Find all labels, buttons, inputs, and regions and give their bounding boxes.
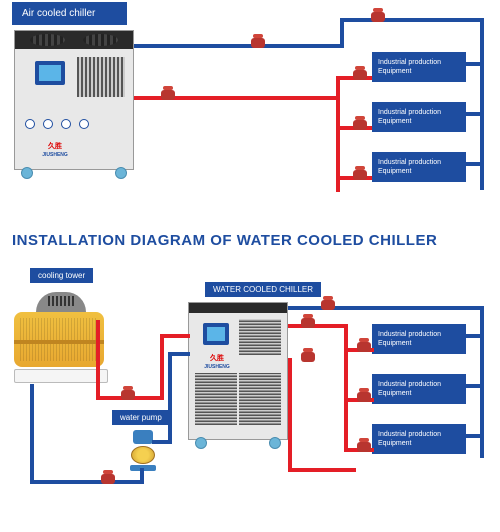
tower-label: cooling tower: [30, 268, 93, 283]
rp-low-h: [288, 468, 356, 472]
bp-ret-b3: [466, 434, 484, 438]
pipe-blue-b2: [466, 112, 484, 116]
rp-low-v: [288, 358, 292, 472]
chiller-vent: [77, 57, 125, 97]
v-b2: [120, 386, 136, 400]
wc-logo: 久胜 JIUSHENG: [197, 353, 237, 370]
installation-title: INSTALLATION DIAGRAM OF WATER COOLED CHI…: [12, 232, 437, 249]
valve-red-3: [352, 166, 368, 180]
valve-red-main: [160, 86, 176, 100]
wc-wheel-1: [195, 437, 207, 449]
wc-chiller-label-text: WATER COOLED CHILLER: [213, 285, 313, 294]
pipe-blue-v1: [340, 18, 344, 48]
chiller-screen: [35, 61, 65, 85]
equip-1-l1: Industrial production: [378, 59, 441, 66]
wc-screen: [203, 323, 229, 345]
v-b6: [356, 388, 372, 402]
air-cooled-chiller: 久胜 JIUSHENG: [14, 30, 134, 170]
pipe-blue-b1: [466, 62, 484, 66]
pipe-blue-b3: [466, 162, 484, 166]
logo-cn: 久胜: [48, 143, 62, 150]
valve-red-1: [352, 66, 368, 80]
cooling-tower: [14, 292, 108, 383]
wc-e3-l2: Equipment: [378, 440, 411, 447]
equip-3-l1: Industrial production: [378, 159, 441, 166]
valve-blue-main: [250, 34, 266, 48]
air-chiller-label-text: Air cooled chiller: [22, 8, 95, 19]
air-chiller-label: Air cooled chiller: [12, 2, 127, 25]
equip-3-l2: Equipment: [378, 168, 411, 175]
rp-tower-up: [96, 320, 100, 400]
v-b8: [320, 296, 336, 310]
equip-2-l2: Equipment: [378, 118, 411, 125]
v-b5: [356, 338, 372, 352]
v-b3: [300, 314, 316, 328]
wheel-1: [21, 167, 33, 179]
water-cooled-section: cooling tower WATER COOLED CHILLER water…: [0, 262, 500, 532]
pump-label-text: water pump: [120, 413, 162, 422]
wc-top: [189, 303, 287, 313]
tower-label-text: cooling tower: [38, 271, 85, 280]
pump-head: [133, 430, 153, 444]
tower-base: [14, 369, 108, 383]
tower-fan: [36, 292, 86, 312]
water-pump: [130, 430, 156, 470]
wc-equip-1: Industrial production Equipment: [372, 324, 466, 354]
tower-body: [14, 312, 104, 367]
wc-equip-3: Industrial production Equipment: [372, 424, 466, 454]
chiller-top-fan: [15, 31, 133, 49]
rp-down: [160, 334, 164, 400]
wc-vent-tr: [239, 319, 281, 355]
wc-e2-l1: Industrial production: [378, 381, 441, 388]
wc-e3-l1: Industrial production: [378, 431, 441, 438]
v-b1: [100, 470, 116, 484]
air-cooled-section: Air cooled chiller 久胜 JIUSHENG Industria…: [0, 0, 500, 220]
wc-vent-br: [239, 373, 281, 425]
bp-ret-b1: [466, 334, 484, 338]
gauge-4: [79, 119, 89, 129]
wc-e1-l1: Industrial production: [378, 331, 441, 338]
wc-chiller-label: WATER COOLED CHILLER: [205, 282, 321, 297]
wc-e1-l2: Equipment: [378, 340, 411, 347]
pump-motor: [131, 446, 155, 464]
equip-box-2: Industrial production Equipment: [372, 102, 466, 132]
wc-logo-en: JIUSHENG: [204, 364, 230, 370]
v-b7: [356, 438, 372, 452]
wc-wheel-2: [269, 437, 281, 449]
pipe-blue-h2: [340, 18, 484, 22]
bp-bottom: [30, 480, 144, 484]
wc-equip-2: Industrial production Equipment: [372, 374, 466, 404]
chiller-logo: 久胜 JIUSHENG: [25, 141, 85, 158]
equip-2-l1: Industrial production: [378, 109, 441, 116]
bp-to-chiller: [168, 352, 190, 356]
gauge-1: [25, 119, 35, 129]
wc-logo-cn: 久胜: [210, 355, 224, 362]
logo-en: JIUSHENG: [42, 152, 68, 158]
pipe-red-v1: [336, 76, 340, 192]
rp-chiller-out: [160, 334, 190, 338]
wc-e2-l2: Equipment: [378, 390, 411, 397]
bp-tower-down: [30, 384, 34, 484]
pump-label: water pump: [112, 410, 170, 425]
water-cooled-chiller: 久胜 JIUSHENG: [188, 302, 288, 440]
valve-red-2: [352, 116, 368, 130]
wc-vent-bl: [195, 373, 237, 425]
gauge-2: [43, 119, 53, 129]
equip-1-l2: Equipment: [378, 68, 411, 75]
pipe-blue-h1: [134, 44, 344, 48]
bp-pump-up2: [168, 352, 172, 444]
gauge-3: [61, 119, 71, 129]
valve-blue-corner: [370, 8, 386, 22]
bp-pump-up: [140, 468, 144, 484]
bp-ret-top: [288, 306, 484, 310]
wheel-2: [115, 167, 127, 179]
bp-ret-b2: [466, 384, 484, 388]
equip-box-3: Industrial production Equipment: [372, 152, 466, 182]
v-b4: [300, 348, 316, 362]
rp-sup-v: [344, 324, 348, 452]
rp-sup-h: [288, 324, 348, 328]
equip-box-1: Industrial production Equipment: [372, 52, 466, 82]
